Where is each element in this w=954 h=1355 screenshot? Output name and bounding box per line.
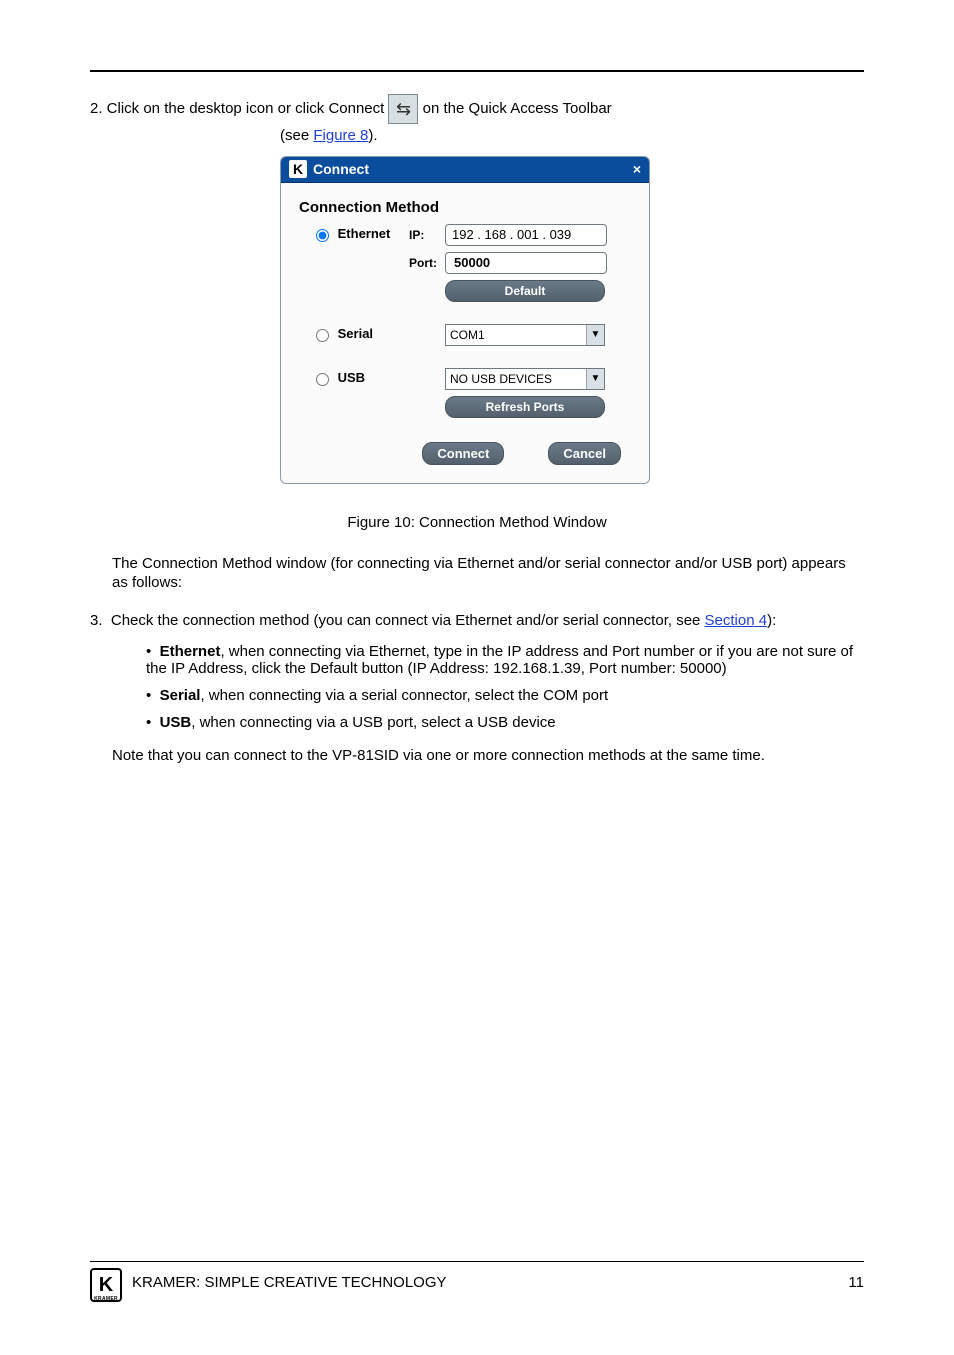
chevron-down-icon: ▼: [586, 325, 604, 345]
instr-prefix: 2. Click on the desktop icon or click Co…: [90, 100, 388, 117]
bullet-serial: • Serial, when connecting via a serial c…: [146, 687, 864, 704]
usb-radio-label[interactable]: USB: [311, 370, 365, 385]
serial-radio[interactable]: [316, 329, 329, 342]
paragraph-below: The Connection Method window (for connec…: [112, 555, 864, 593]
instruction-step-2: 2. Click on the desktop icon or click Co…: [90, 94, 864, 124]
figure8-link[interactable]: Figure 8: [313, 127, 368, 144]
ip-label: IP:: [409, 228, 445, 242]
page-number: 11: [848, 1268, 864, 1291]
connect-dialog: K Connect × Connection Method Ethernet: [280, 156, 650, 484]
kramer-logo-icon: K: [90, 1268, 122, 1302]
usb-radio[interactable]: [316, 373, 329, 386]
step-3: 3. Check the connection method (you can …: [90, 612, 864, 631]
cancel-button[interactable]: Cancel: [548, 442, 621, 465]
usb-combobox[interactable]: NO USB DEVICES ▼: [445, 368, 605, 390]
connection-method-heading: Connection Method: [299, 199, 631, 216]
serial-combobox-value: COM1: [450, 328, 485, 342]
note-text: Note that you can connect to the VP-81SI…: [112, 747, 864, 764]
instruction-see-figure: (see Figure 8).: [280, 127, 864, 146]
section-link[interactable]: Section 4: [705, 612, 768, 629]
instr-suffix: on the Quick Access Toolbar: [423, 100, 612, 117]
bullet-ethernet: • Ethernet, when connecting via Ethernet…: [146, 643, 864, 677]
connect-toolbar-icon: ⇆: [388, 94, 418, 124]
port-input-field[interactable]: [452, 254, 600, 271]
chevron-down-icon: ▼: [586, 369, 604, 389]
serial-radio-label[interactable]: Serial: [311, 326, 373, 341]
port-input[interactable]: [445, 252, 607, 274]
connect-button[interactable]: Connect: [422, 442, 504, 465]
port-label: Port:: [409, 256, 445, 270]
ip-input[interactable]: 192 . 168 . 001 . 039: [445, 224, 607, 246]
serial-combobox[interactable]: COM1 ▼: [445, 324, 605, 346]
figure-caption: Figure 10: Connection Method Window: [90, 514, 864, 531]
ethernet-radio[interactable]: [316, 229, 329, 242]
default-button[interactable]: Default: [445, 280, 605, 302]
close-icon[interactable]: ×: [633, 161, 641, 177]
usb-combobox-value: NO USB DEVICES: [450, 372, 552, 386]
dialog-logo-icon: K: [289, 160, 307, 178]
bullet-usb: • USB, when connecting via a USB port, s…: [146, 714, 864, 731]
refresh-ports-button[interactable]: Refresh Ports: [445, 396, 605, 418]
dialog-title: Connect: [313, 161, 633, 177]
footer-doc-title: KRAMER: SIMPLE CREATIVE TECHNOLOGY: [132, 1268, 447, 1291]
ethernet-radio-label[interactable]: Ethernet: [311, 226, 390, 241]
dialog-titlebar: K Connect ×: [281, 157, 649, 183]
